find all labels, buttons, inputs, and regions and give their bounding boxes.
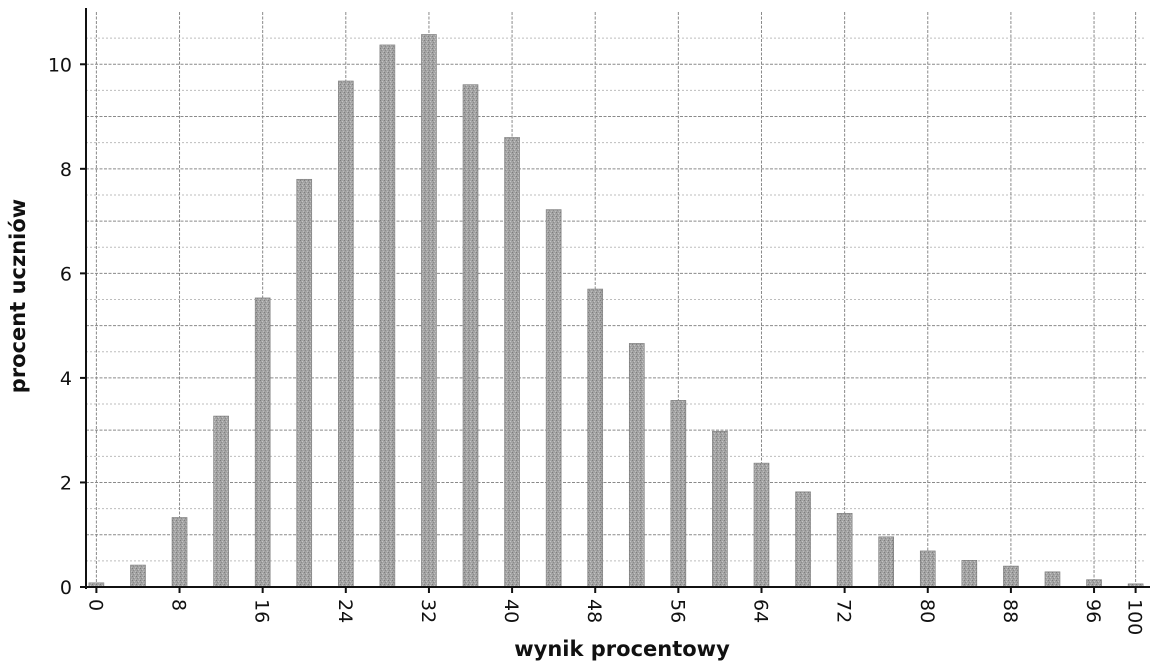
bar: [504, 137, 520, 588]
bar: [1086, 579, 1102, 588]
x-tick-label: 16: [251, 599, 273, 623]
x-tick-label: 40: [500, 599, 522, 623]
bar: [545, 209, 562, 588]
x-tick-label: 100: [1124, 599, 1146, 635]
bars: [88, 34, 1144, 588]
bar: [1044, 571, 1061, 588]
bar: [171, 517, 188, 588]
x-tick-label: 64: [750, 599, 772, 623]
bar: [213, 415, 229, 588]
axes: [85, 8, 1150, 589]
bar: [296, 178, 313, 588]
x-tick-label: 96: [1082, 599, 1104, 623]
bar: [628, 343, 645, 588]
bar: [337, 80, 354, 588]
bar: [878, 536, 895, 588]
y-tick-labels: 0 2 4 6 8 10: [48, 54, 86, 599]
bar: [712, 430, 728, 588]
y-tick-label: 0: [60, 577, 72, 599]
grid: [86, 12, 1146, 587]
y-tick-label: 4: [60, 368, 72, 390]
bar: [753, 462, 770, 588]
x-tick-label: 88: [999, 599, 1021, 623]
x-tick-label: 8: [168, 599, 190, 611]
bar: [961, 560, 978, 588]
x-tick-label: 72: [833, 599, 855, 623]
bar: [587, 288, 604, 588]
bar: [130, 564, 146, 588]
bar: [1003, 565, 1019, 588]
x-tick-label: 24: [334, 599, 356, 623]
x-tick-label: 80: [916, 599, 938, 623]
x-axis-title: wynik procentowy: [514, 637, 730, 661]
bar: [462, 84, 479, 588]
bar: [795, 491, 811, 588]
bar: [379, 44, 396, 588]
bar: [254, 297, 271, 588]
bar: [670, 400, 687, 588]
x-tick-label: 48: [583, 599, 605, 623]
x-tick-label: 56: [666, 599, 688, 623]
bar: [836, 512, 853, 588]
y-tick-label: 2: [60, 472, 72, 494]
y-axis-title: procent uczniów: [6, 199, 30, 393]
x-tick-label: 32: [417, 599, 439, 623]
x-tick-label: 0: [84, 599, 106, 611]
y-tick-label: 10: [48, 54, 72, 76]
x-tick-labels: 0 8 16 24 32 40 48 56 64 72 80 88 96 100: [84, 587, 1146, 635]
y-tick-label: 6: [60, 263, 72, 285]
y-tick-label: 8: [60, 159, 72, 181]
bar: [919, 550, 936, 588]
bar: [421, 34, 437, 588]
